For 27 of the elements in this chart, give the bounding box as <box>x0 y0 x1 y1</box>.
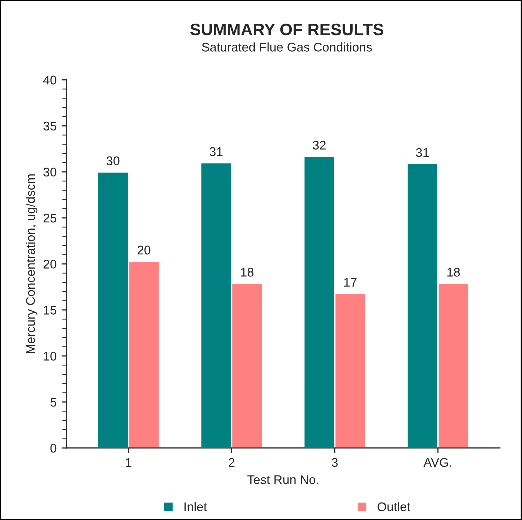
y-tick-label: 40 <box>43 76 57 85</box>
x-axis-title: Test Run No. <box>248 476 318 484</box>
y-tick-label: 25 <box>44 214 57 223</box>
data-label: 18 <box>241 268 254 277</box>
y-tick-label: 15 <box>44 306 57 315</box>
x-tick-label: 3 <box>332 458 338 468</box>
data-label: 20 <box>138 246 151 255</box>
y-tick-label: 30 <box>44 168 57 177</box>
data-label: 30 <box>106 156 120 166</box>
y-tick-label: 35 <box>44 122 57 131</box>
data-label: 17 <box>344 278 357 287</box>
legend-label: Inlet <box>184 502 208 512</box>
y-tick-label: 10 <box>44 352 57 361</box>
y-axis-title: Mercury Concentration, ug/dscm <box>26 174 38 354</box>
x-tick-label: 1 <box>126 458 132 468</box>
data-label: 32 <box>313 140 326 150</box>
y-tick-label: 5 <box>50 398 57 407</box>
data-label: 31 <box>210 147 223 156</box>
x-tick-label: AVG. <box>424 458 452 468</box>
legend-label: Outlet <box>378 502 410 512</box>
chart-title: SUMMARY OF RESULTS <box>190 24 384 36</box>
x-tick-label: 2 <box>229 458 235 468</box>
chart-subtitle: Saturated Flue Gas Conditions <box>202 42 372 52</box>
data-label: 31 <box>416 148 430 158</box>
y-tick-label: 20 <box>44 260 57 269</box>
y-tick-label: 0 <box>50 444 57 453</box>
data-label: 18 <box>448 268 460 277</box>
